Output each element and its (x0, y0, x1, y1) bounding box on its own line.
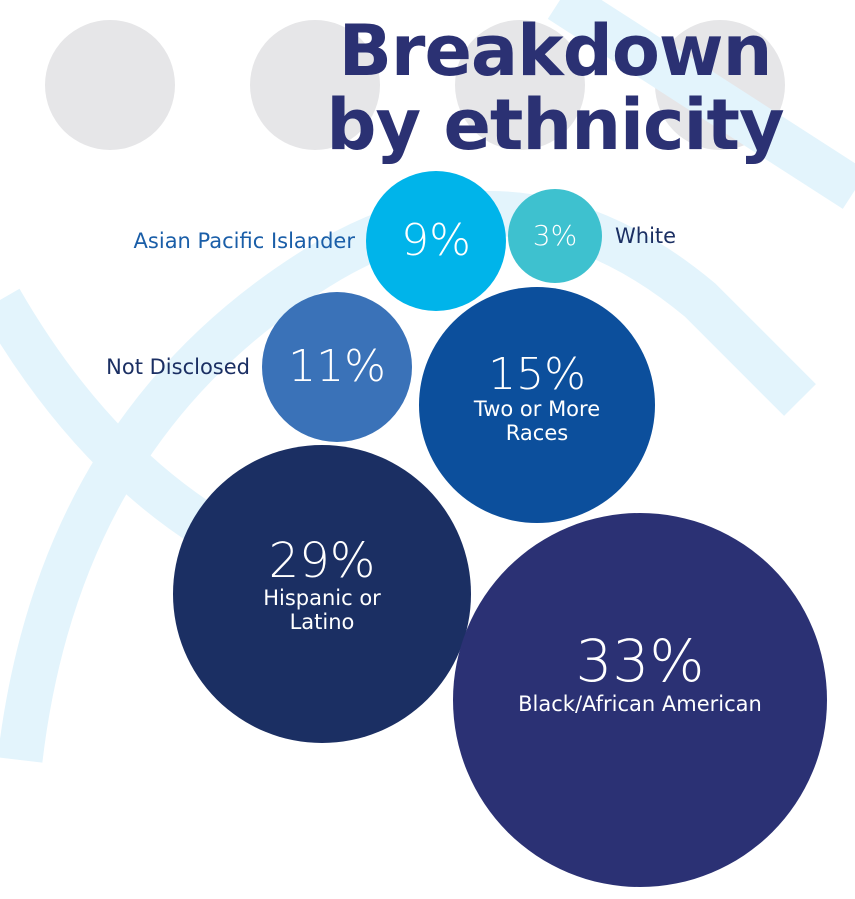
value-label: 29% (222, 535, 422, 588)
chart-title: Breakdown by ethnicity (320, 14, 790, 162)
category-label: Two or More Races (462, 397, 612, 445)
page: Breakdown by ethnicity 9%Asian Pacific I… (0, 0, 855, 899)
value-label: 11% (237, 343, 437, 391)
value-label: 33% (540, 630, 740, 694)
category-label: Hispanic or Latino (237, 586, 407, 634)
category-label: Black/African American (470, 692, 810, 716)
category-label: White (615, 224, 676, 248)
value-label: 15% (437, 351, 637, 399)
category-label: Asian Pacific Islander (134, 229, 355, 253)
category-label: Not Disclosed (106, 355, 250, 379)
